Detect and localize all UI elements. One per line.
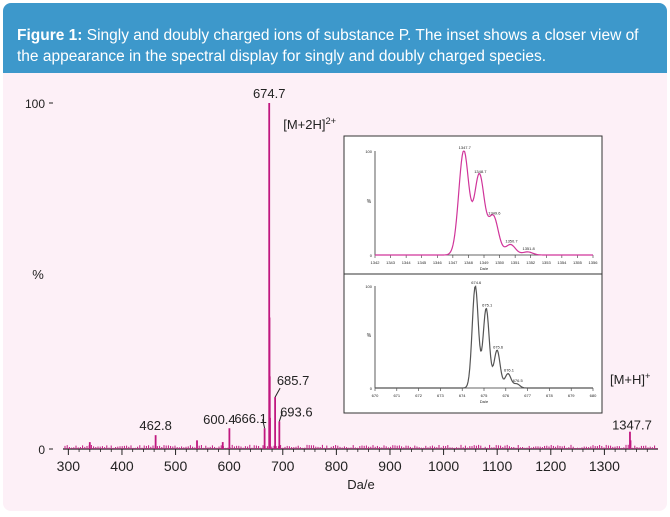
inset-peak-label: 1349.6 xyxy=(488,211,501,216)
caption-line-1: Figure 1: Singly and doubly charged ions… xyxy=(17,27,639,45)
peak-label: 693.6 xyxy=(280,404,313,419)
x-tick-label: 900 xyxy=(378,458,402,474)
inset-x-tick-label: 675 xyxy=(481,393,488,398)
x-tick-label: 800 xyxy=(325,458,349,474)
inset-y-tick-label: 0 xyxy=(370,253,373,258)
inset-x-tick-label: 1352 xyxy=(526,260,536,265)
x-tick-label: 1300 xyxy=(589,458,620,474)
inset-y-axis-label: % xyxy=(367,199,372,205)
x-tick-label: 400 xyxy=(110,458,134,474)
inset-y-tick-label: 100 xyxy=(365,284,372,289)
x-tick-label: 300 xyxy=(57,458,81,474)
inset-x-axis-label: Da/e xyxy=(480,266,489,271)
inset-x-tick-label: 677 xyxy=(524,393,531,398)
inset-x-tick-label: 1350 xyxy=(495,260,505,265)
inset-x-axis-label: Da/e xyxy=(480,399,489,404)
inset-peak-label: 674.6 xyxy=(471,280,482,285)
peak-label: 666.1 xyxy=(234,411,267,426)
x-tick-label: 700 xyxy=(271,458,295,474)
inset-x-tick-label: 1349 xyxy=(480,260,490,265)
label-leader xyxy=(278,412,283,422)
doubly-charged-ion-label: [M+2H]2+ xyxy=(283,116,336,132)
inset-x-tick-label: 671 xyxy=(393,393,400,398)
peak-label: 600.4 xyxy=(203,412,236,427)
inset-x-tick-label: 1355 xyxy=(573,260,583,265)
inset-peak-label: 675.1 xyxy=(482,302,493,307)
y-axis-label: % xyxy=(32,267,44,282)
inset-y-tick-label: 0 xyxy=(370,386,373,391)
peak-label: 1347.7 xyxy=(612,418,652,433)
x-axis-label: Da/e xyxy=(347,477,374,492)
inset-profile-line xyxy=(375,285,593,389)
caption-text-1: Singly and doubly charged ions of substa… xyxy=(86,27,639,44)
inset-doubly-charged-panel: 670 671 672 673 674 675 676 677 678 679 680 Da/e 0 10… xyxy=(365,280,597,404)
inset-peak-label: 1347.7 xyxy=(459,145,472,150)
caption-line-2: the appearance in the spectral display f… xyxy=(17,48,547,65)
inset-x-tick-label: 1354 xyxy=(557,260,567,265)
inset-y-axis-label: % xyxy=(367,333,372,339)
x-tick-label: 600 xyxy=(217,458,241,474)
peak-label: 674.7 xyxy=(253,86,286,101)
inset-x-tick-label: 1353 xyxy=(542,260,552,265)
label-leader xyxy=(274,387,281,398)
inset-x-tick-label: 1346 xyxy=(433,260,443,265)
y-tick-label: 0 xyxy=(38,443,45,457)
inset-x-tick-label: 670 xyxy=(372,393,379,398)
inset-peak-label: 1351.8 xyxy=(522,246,535,251)
x-tick-label: 1000 xyxy=(428,458,459,474)
inset-x-tick-label: 1347 xyxy=(448,260,458,265)
inset-peak-label: 1350.7 xyxy=(505,239,518,244)
inset-x-tick-label: 680 xyxy=(590,393,597,398)
y-tick-label: 100 xyxy=(25,97,45,111)
caption-header: Figure 1: Singly and doubly charged ions… xyxy=(3,3,667,73)
inset-x-tick-label: 672 xyxy=(415,393,422,398)
inset-x-tick-label: 1344 xyxy=(402,260,412,265)
figure-panel: Figure 1: Singly and doubly charged ions… xyxy=(3,3,667,511)
x-tick-label: 1200 xyxy=(535,458,566,474)
inset-x-tick-label: 673 xyxy=(437,393,444,398)
inset-x-tick-label: 1345 xyxy=(417,260,427,265)
inset-x-tick-label: 1351 xyxy=(511,260,521,265)
mass-spectrum-chart: 300 400 500 600 700 800 900 1000 1100 1200 1300010… xyxy=(25,86,658,492)
label-leader xyxy=(262,419,266,429)
peak-label: 685.7 xyxy=(277,373,310,388)
inset-x-tick-label: 674 xyxy=(459,393,466,398)
x-tick-label: 500 xyxy=(164,458,188,474)
inset-x-tick-label: 1348 xyxy=(464,260,474,265)
inset-x-tick-label: 1343 xyxy=(386,260,396,265)
inset-x-tick-label: 1342 xyxy=(371,260,381,265)
inset-singly-charged-panel: 1342 1343 1344 1345 1346 1347 1348 1349 1350 1351… xyxy=(365,145,598,271)
inset-y-tick-label: 100 xyxy=(365,149,372,154)
inset-peak-label: 676.5 xyxy=(513,378,524,383)
inset-x-tick-label: 1356 xyxy=(589,260,599,265)
baseline-noise xyxy=(64,444,658,449)
inset-peak-label: 1348.7 xyxy=(474,169,487,174)
x-tick-label: 1100 xyxy=(482,458,512,474)
singly-charged-ion-label: [M+H]+ xyxy=(610,371,651,387)
inset-peak-label: 676.1 xyxy=(504,368,515,373)
inset-profile-line xyxy=(375,150,593,256)
inset-peak-label: 675.6 xyxy=(493,344,504,349)
inset-x-tick-label: 676 xyxy=(502,393,509,398)
inset-x-tick-label: 678 xyxy=(546,393,553,398)
figure-label: Figure 1: xyxy=(17,27,83,44)
peak-label: 462.8 xyxy=(139,418,172,433)
inset-x-tick-label: 679 xyxy=(568,393,575,398)
